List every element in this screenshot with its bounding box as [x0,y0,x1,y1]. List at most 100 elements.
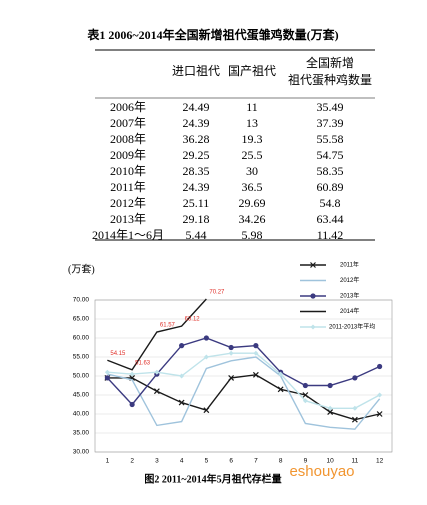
point [153,388,160,395]
point [278,371,284,377]
point [228,350,234,356]
x-tick-label: 2 [130,458,134,465]
x-tick-label: 9 [304,458,308,465]
table-cell: 54.75 [317,148,344,162]
table-cell: 11 [246,100,258,114]
point [302,382,308,389]
x-tick-label: 10 [327,458,335,465]
data-label: 54.15 [110,351,126,357]
y-tick-label: 60.00 [73,335,90,342]
series-line [107,374,380,421]
table-cell: 36.28 [183,132,210,146]
point [253,343,259,349]
table-cell: 2007年 [110,116,146,130]
table-header: 国产祖代 [228,63,276,78]
table-cell: 35.49 [317,100,344,114]
series-line [107,356,381,430]
point [352,375,358,381]
point [154,369,160,375]
y-tick-label: 45.00 [73,392,90,399]
table-header: 全国新增 [306,55,354,70]
table-cell: 13 [246,116,258,130]
table-cell: 5.44 [186,228,207,242]
table-cell: 5.98 [242,228,263,242]
table-cell: 2014年1～6月 [92,228,164,242]
table-cell: 2008年 [110,132,146,146]
point [203,335,209,341]
point [179,373,185,379]
x-tick-label: 7 [254,458,258,465]
table-cell: 58.35 [317,164,344,178]
point [178,399,185,406]
x-tick-label: 4 [180,458,184,465]
point [104,375,110,381]
table-cell: 63.44 [317,212,344,226]
table-cell: 37.39 [317,116,344,130]
legend-label: 2011-2013年平均 [329,323,375,331]
point [310,324,316,330]
y-axis-label: (万套) [68,262,95,275]
point [277,386,284,393]
plot-frame [94,299,393,453]
table-cell: 29.69 [239,196,266,210]
point [327,382,333,389]
table-cell: 2010年 [110,164,146,178]
data-label: 63.12 [185,317,201,323]
point [351,416,358,423]
data-label: 70.27 [209,290,225,296]
point [302,398,308,404]
point [310,262,316,268]
x-tick-label: 12 [376,458,384,465]
legend-label: 2012年 [340,276,359,284]
table-header: 进口祖代 [172,63,220,78]
table-cell: 2009年 [110,148,146,162]
x-tick-label: 8 [279,458,283,465]
point [129,401,135,408]
table-cell: 2006年 [110,100,146,114]
y-tick-label: 30.00 [73,449,90,456]
legend-label: 2011年 [340,261,359,269]
table-cell: 29.18 [183,212,210,226]
y-tick-label: 65.00 [73,316,90,323]
table-cell: 25.5 [242,148,263,162]
x-tick-label: 1 [106,458,110,465]
x-tick-label: 5 [205,458,209,465]
point [377,363,383,370]
point [327,405,333,411]
table-cell: 25.11 [183,196,210,210]
table-cell: 24.49 [183,100,210,114]
data-label: 51.63 [135,360,151,366]
y-tick-label: 55.00 [73,354,90,361]
table-cell: 2011年 [110,180,146,194]
series-line [107,352,380,409]
x-tick-label: 11 [352,458,359,465]
point [377,392,383,398]
chart: 30.00 35.00 40.00 45.00 50.00 55.00 60.00 65.00… [68,261,393,485]
point [252,371,259,378]
table-cell: 34.26 [239,212,266,226]
table-body: 2006年 24.49 11 35.49 2007年 24.39 13 37.39 2008年 3… [92,100,344,242]
point [203,407,210,414]
table-cell: 19.3 [242,132,263,146]
table-cell: 11.42 [317,228,344,242]
point [203,354,209,360]
point [327,409,334,416]
point [179,343,185,349]
series-line [106,337,380,406]
legend-label: 2013年 [340,292,359,300]
watermark: eshouyao [289,463,354,480]
point [253,350,259,356]
x-tick-label: 3 [155,458,159,465]
point [302,392,309,398]
table-cell: 24.39 [183,116,210,130]
table-cell: 55.58 [317,132,344,146]
point [352,405,358,411]
x-tick-label: 6 [229,458,233,465]
point [228,374,235,381]
point [228,344,234,351]
table-cell: 2012年 [110,196,146,210]
table-cell: 60.89 [317,180,344,194]
y-tick-label: 40.00 [73,411,90,418]
table-cell: 28.35 [183,164,210,178]
